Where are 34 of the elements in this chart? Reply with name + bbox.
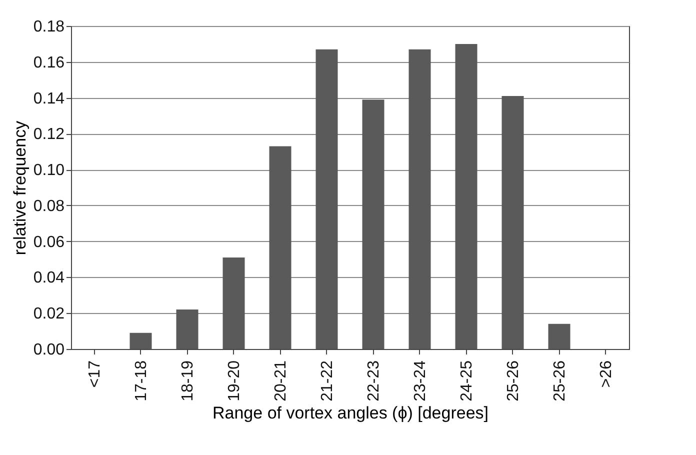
bar [316,49,338,349]
y-tick-label: 0.00 [33,342,65,358]
y-tick-label: 0.18 [33,18,65,36]
bar [408,49,431,349]
bar [455,44,478,349]
x-axis-title: Range of vortex angles (ϕ) [degrees] [212,403,489,422]
bar [222,257,245,349]
bar [269,146,292,349]
y-tick-label: 0.12 [33,126,65,144]
y-tick-label: 0.02 [33,306,65,323]
y-tick-label: 0.08 [33,198,65,215]
x-tick-label: 19-20 [226,360,243,402]
x-tick-label: 21-22 [318,360,336,402]
x-tick-label: 20-21 [272,360,290,402]
y-axis-title: relative frequency [10,120,30,256]
bar [548,324,570,349]
x-tick-label: 24-25 [458,360,476,402]
x-tick-label: 22-23 [365,360,382,402]
x-tick-label: 25-26 [551,360,568,402]
bar [502,96,524,349]
x-tick-label: 23-24 [412,360,429,402]
x-tick-label: 17-18 [132,360,150,402]
y-tick-label: 0.06 [33,234,65,251]
x-tick-label: 25-26 [504,360,522,402]
bar [176,310,198,349]
x-tick-label: <17 [86,360,104,388]
bar [362,100,384,349]
y-tick-label: 0.04 [33,270,65,287]
y-tick-label: 0.16 [33,54,65,72]
y-tick-label: 0.10 [33,162,65,180]
bar [130,332,152,349]
y-tick-label: 0.14 [33,90,65,108]
x-tick-label: >26 [598,360,615,388]
x-tick-label: 18-19 [179,360,196,402]
